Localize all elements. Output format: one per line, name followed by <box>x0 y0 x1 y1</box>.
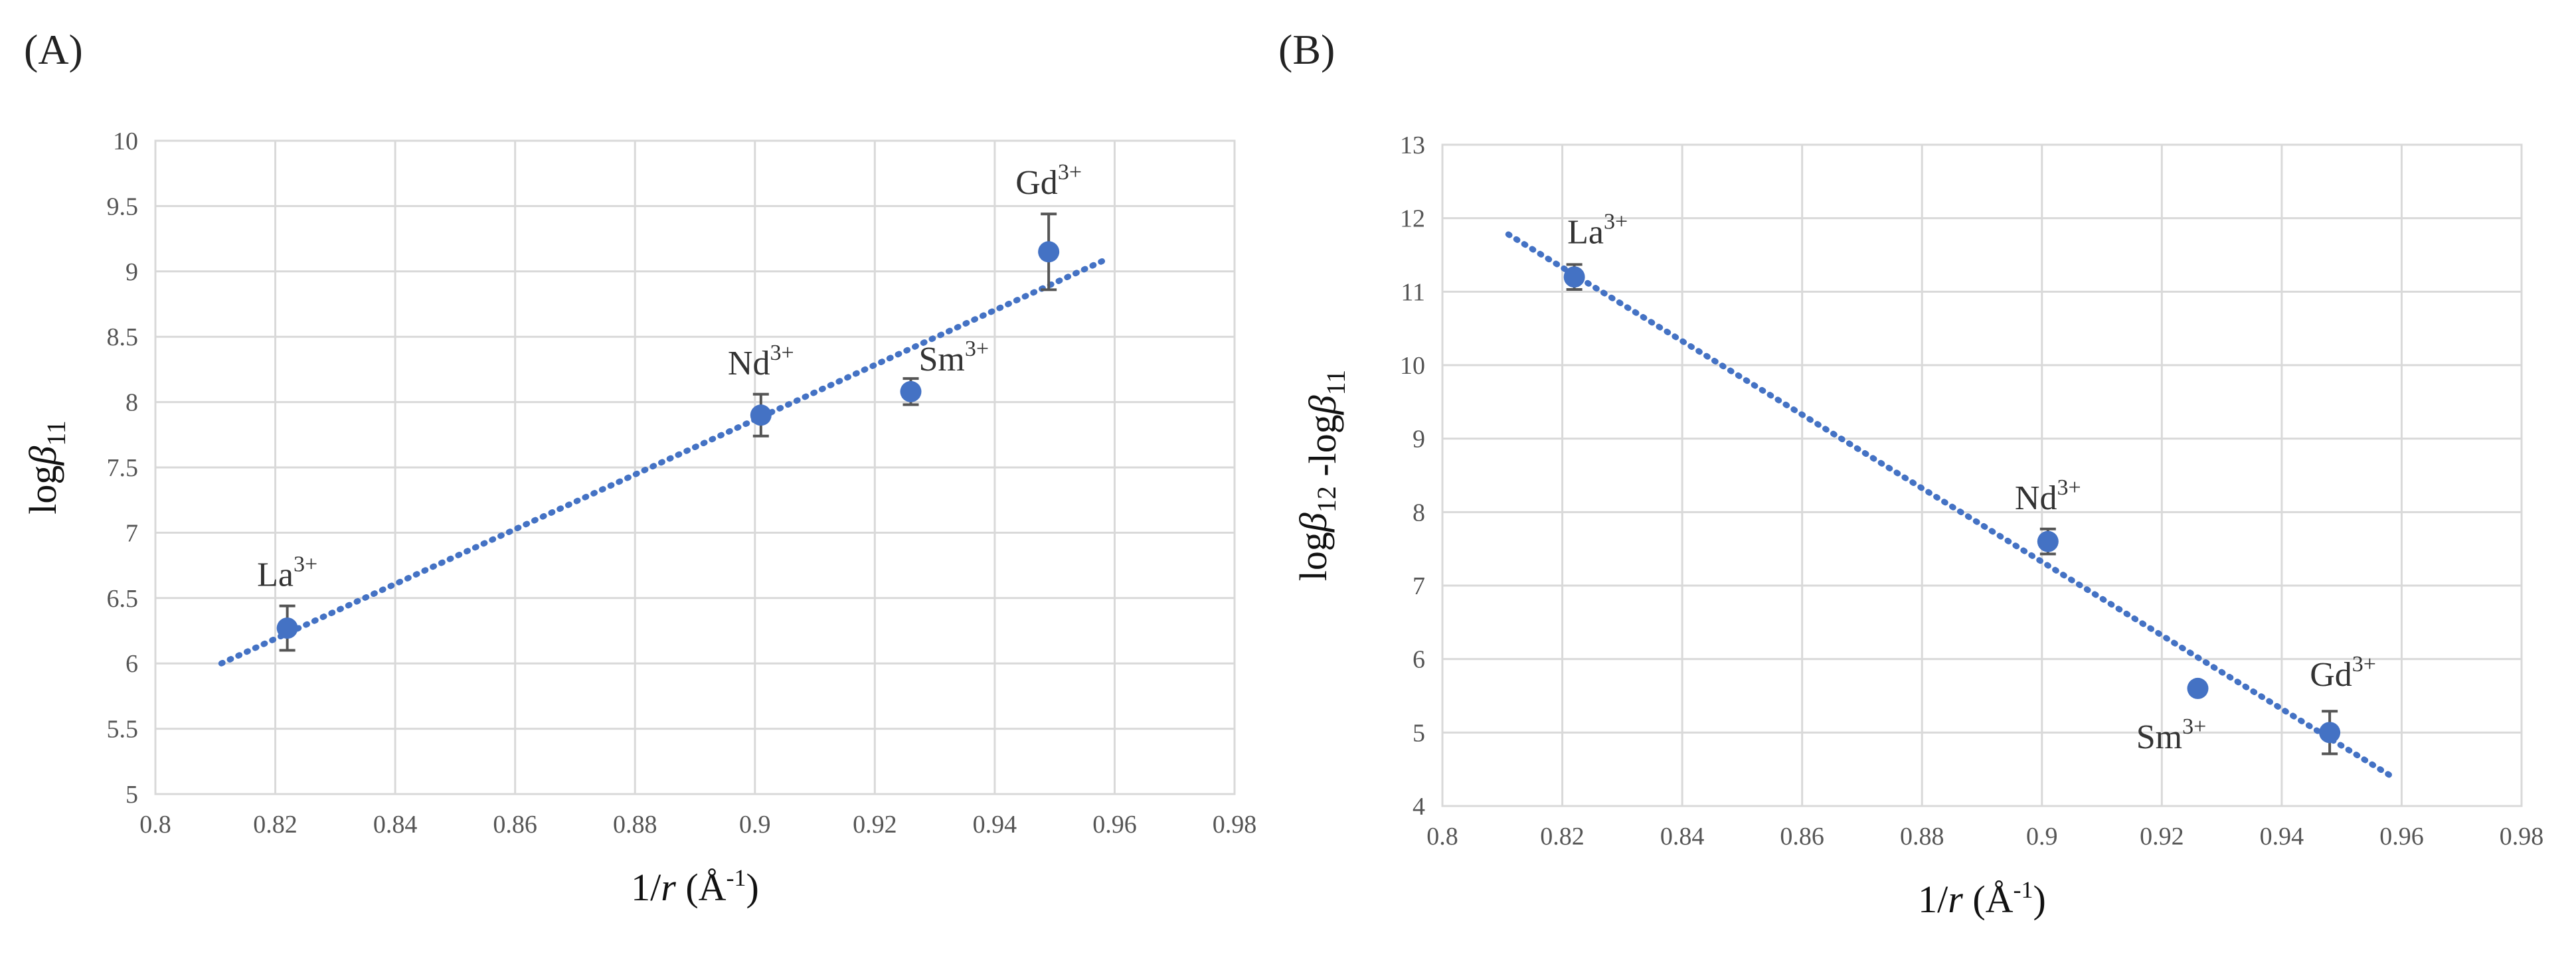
panel-a-label: (A) <box>24 26 83 73</box>
x-tick-label: 0.82 <box>1540 823 1585 850</box>
x-tick-label: 0.86 <box>493 811 537 839</box>
y-tick-label: 9 <box>126 258 138 286</box>
y-tick-label: 4 <box>1413 793 1425 821</box>
trendline <box>218 258 1106 667</box>
y-axis-title: logβ12 -logβ11 <box>1292 370 1351 581</box>
y-tick-label: 9 <box>1413 426 1425 453</box>
data-point <box>900 380 922 402</box>
y-tick-label: 6 <box>126 650 138 678</box>
x-axis-title: 1/r (Å-1) <box>631 864 759 909</box>
y-tick-label: 10 <box>113 127 138 155</box>
x-tick-label: 0.92 <box>853 811 897 839</box>
trendline <box>1505 231 2393 779</box>
point-label: Sm3+ <box>919 337 989 378</box>
data-point <box>276 617 298 639</box>
x-tick-label: 0.84 <box>373 811 418 839</box>
y-tick-label: 6 <box>1413 646 1425 674</box>
y-tick-label: 6.5 <box>107 585 139 613</box>
x-tick-label: 0.94 <box>2260 823 2304 850</box>
point-label: Gd3+ <box>1015 160 1082 202</box>
x-tick-label: 0.8 <box>1426 823 1458 850</box>
panel-b-label: (B) <box>1278 26 1335 73</box>
y-tick-label: 10 <box>1400 352 1425 380</box>
y-tick-label: 8 <box>1413 499 1425 526</box>
y-axis-title: logβ11 <box>21 420 71 515</box>
point-label: Sm3+ <box>2136 714 2207 756</box>
x-tick-label: 0.98 <box>1213 811 1257 839</box>
plot-frame <box>154 139 1236 795</box>
x-tick-label: 0.96 <box>1092 811 1137 839</box>
y-tick-label: 7 <box>126 519 138 547</box>
data-point <box>2319 722 2341 744</box>
x-tick-label: 0.84 <box>1660 823 1705 850</box>
x-tick-label: 0.9 <box>2026 823 2058 850</box>
y-tick-label: 9.5 <box>107 193 139 220</box>
point-label: Gd3+ <box>2310 652 2376 694</box>
y-tick-label: 11 <box>1401 278 1425 306</box>
x-tick-label: 0.88 <box>613 811 657 839</box>
point-label: La3+ <box>257 552 317 594</box>
x-tick-label: 0.9 <box>739 811 771 839</box>
data-point <box>1038 241 1060 263</box>
y-tick-label: 13 <box>1400 131 1425 159</box>
x-tick-label: 0.8 <box>139 811 171 839</box>
chart-a: 0.8 0.82 0.84 0.86 0.88 0.9 0.92 0.94 0.96 0.98 5 5… <box>21 127 1256 909</box>
y-tick-label: 7 <box>1413 572 1425 600</box>
x-tick-label: 0.96 <box>2379 823 2424 850</box>
y-tick-label: 7.5 <box>107 454 139 482</box>
y-tick-label: 8.5 <box>107 323 139 351</box>
chart-b: 0.8 0.82 0.84 0.86 0.88 0.9 0.92 0.94 0.96 0.98 4 5… <box>1292 131 2543 921</box>
plot-frame <box>1441 143 2523 807</box>
point-label: Nd3+ <box>2015 475 2081 517</box>
x-tick-label: 0.92 <box>2140 823 2184 850</box>
x-tick-label: 0.86 <box>1780 823 1824 850</box>
y-tick-label: 5 <box>1413 719 1425 747</box>
data-point <box>2187 677 2209 699</box>
data-point <box>1563 266 1585 288</box>
x-tick-label: 0.98 <box>2500 823 2544 850</box>
x-axis-title: 1/r (Å-1) <box>1918 876 2046 921</box>
x-tick-label: 0.82 <box>253 811 298 839</box>
y-tick-label: 5 <box>126 781 138 809</box>
data-point <box>2037 530 2059 552</box>
y-tick-label: 8 <box>126 389 138 417</box>
x-tick-label: 0.88 <box>1900 823 1944 850</box>
point-label: Nd3+ <box>728 341 794 382</box>
y-tick-label: 5.5 <box>107 716 139 744</box>
point-label: La3+ <box>1567 209 1628 251</box>
y-tick-label: 12 <box>1400 205 1425 233</box>
x-tick-label: 0.94 <box>973 811 1017 839</box>
data-point <box>750 404 772 426</box>
